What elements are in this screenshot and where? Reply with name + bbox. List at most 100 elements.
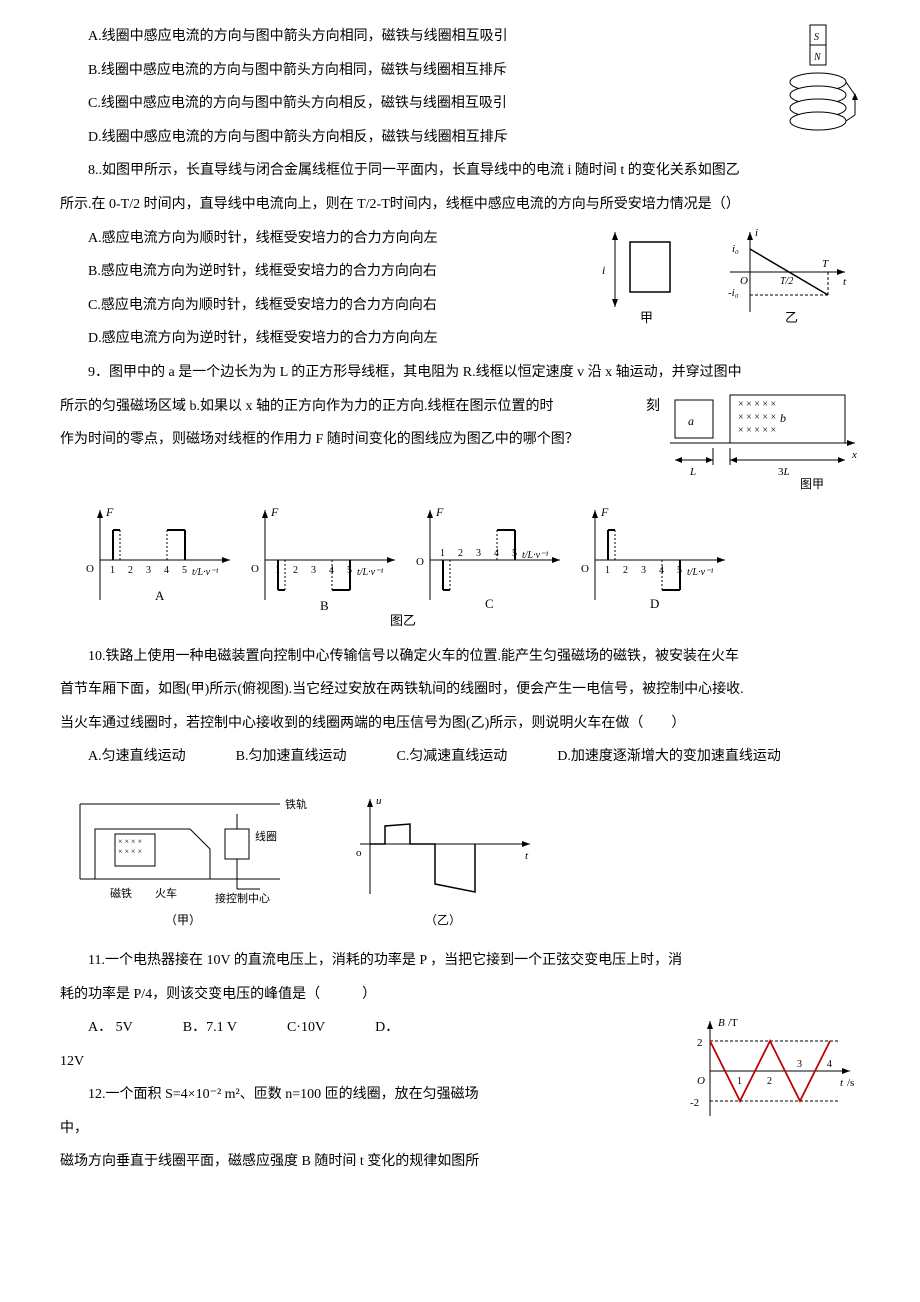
svg-text:O: O: [416, 556, 424, 568]
svg-text:2: 2: [293, 565, 298, 576]
svg-text:铁轨: 铁轨: [285, 797, 307, 811]
svg-text:5: 5: [182, 565, 187, 576]
svg-text:3L: 3L: [778, 466, 790, 478]
svg-text:-i₀: -i₀: [728, 287, 739, 299]
svg-text:× × × × ×: × × × × ×: [738, 399, 776, 410]
svg-text:F: F: [600, 505, 609, 519]
svg-text:乙: 乙: [785, 310, 798, 325]
svg-text:接控制中心: 接控制中心: [215, 891, 270, 905]
svg-text:a: a: [688, 414, 694, 428]
svg-text:图乙: 图乙: [390, 613, 416, 628]
q10-optB: B.匀加速直线运动: [236, 740, 347, 774]
q12-stem2: 磁场方向垂直于线圈平面，磁感应强度 B 随时间 t 变化的规律如图所: [60, 1145, 860, 1179]
svg-text:火车: 火车: [155, 886, 177, 900]
q11-optC: C·10V: [287, 1011, 325, 1045]
svg-text:t: t: [840, 1077, 844, 1089]
svg-text:t/L·v⁻¹: t/L·v⁻¹: [522, 550, 548, 561]
svg-text:2: 2: [697, 1037, 703, 1049]
svg-text:T/2: T/2: [780, 276, 793, 287]
q11-optA: A． 5V: [88, 1011, 133, 1045]
svg-text:2: 2: [458, 548, 463, 559]
q12-figure: B/T t/s 2 -2 O 1 2 3 4: [680, 1011, 860, 1131]
svg-text:4: 4: [329, 565, 334, 576]
svg-text:2: 2: [767, 1076, 772, 1087]
svg-text:3: 3: [311, 565, 316, 576]
svg-text:3: 3: [641, 565, 646, 576]
svg-text:D: D: [650, 596, 659, 611]
svg-text:t: t: [843, 276, 847, 288]
q9-figure-top: a × × × × × × × × × × × × × × × b x L 3L…: [670, 390, 860, 490]
svg-text:O: O: [581, 563, 589, 575]
svg-text:x: x: [851, 449, 857, 461]
svg-text:线圈: 线圈: [255, 829, 277, 843]
svg-text:o: o: [356, 847, 362, 859]
svg-text:（乙）: （乙）: [425, 913, 461, 927]
q7-figure: S N: [770, 20, 860, 150]
svg-text:磁铁: 磁铁: [110, 887, 132, 900]
svg-text:B: B: [718, 1017, 725, 1029]
svg-text:× × × × ×: × × × × ×: [738, 425, 776, 436]
q11-stem1: 11.一个电热器接在 10V 的直流电压上，消耗的功率是 P ，当把它接到一个正…: [60, 944, 860, 978]
svg-text:L: L: [689, 466, 696, 478]
svg-text:2: 2: [128, 565, 133, 576]
q10-stem1: 10.铁路上使用一种电磁装置向控制中心传输信号以确定火车的位置.能产生匀强磁场的…: [60, 640, 860, 674]
q8-stem1: 8..如图甲所示，长直导线与闭合金属线框位于同一平面内，长直导线中的电流 i 随…: [60, 154, 860, 188]
q10-options: A.匀速直线运动 B.匀加速直线运动 C.匀减速直线运动 D.加速度逐渐增大的变…: [60, 740, 860, 774]
q11-optB: B．7.1 V: [183, 1011, 237, 1045]
svg-text:i: i: [755, 227, 758, 239]
svg-text:× × × × ×: × × × × ×: [738, 412, 776, 423]
svg-text:1: 1: [737, 1076, 742, 1087]
svg-text:/s: /s: [847, 1077, 854, 1089]
svg-text:i: i: [602, 263, 605, 277]
svg-text:O: O: [86, 563, 94, 575]
svg-text:× × × ×: × × × ×: [118, 837, 142, 846]
q10-optA: A.匀速直线运动: [88, 740, 186, 774]
q11-stem2: 耗的功率是 P/4，则该交变电压的峰值是（ ）: [60, 978, 860, 1012]
svg-text:4: 4: [827, 1059, 832, 1070]
q8-stem2: 所示.在 0-T/2 时间内，直导线中电流向上，则在 T/2-T时间内，线框中感…: [60, 188, 860, 222]
svg-text:甲: 甲: [640, 310, 653, 325]
svg-text:b: b: [780, 411, 786, 425]
svg-text:× × × ×: × × × ×: [118, 847, 142, 856]
q7-optC: C.线圈中感应电流的方向与图中箭头方向相反，磁铁与线圈相互吸引: [60, 87, 860, 121]
svg-text:u: u: [376, 795, 382, 807]
svg-text:3: 3: [797, 1059, 802, 1070]
svg-text:T: T: [822, 258, 829, 270]
q10-stem3: 当火车通过线圈时，若控制中心接收到的线圈两端的电压信号为图(乙)所示，则说明火车…: [60, 707, 860, 741]
svg-text:t: t: [525, 850, 529, 862]
svg-text:3: 3: [146, 565, 151, 576]
svg-text:F: F: [435, 505, 444, 519]
q10-optC: C.匀减速直线运动: [396, 740, 507, 774]
svg-text:2: 2: [623, 565, 628, 576]
q7-optB: B.线圈中感应电流的方向与图中箭头方向相同，磁铁与线圈相互排斥: [60, 54, 860, 88]
svg-text:O: O: [251, 563, 259, 575]
q9-stem1: 9．图甲中的 a 是一个边长为为 L 的正方形导线框，其电阻为 R.线框以恒定速…: [60, 356, 860, 390]
svg-text:S: S: [814, 32, 819, 43]
svg-text:i₀: i₀: [732, 243, 739, 255]
svg-text:-2: -2: [690, 1097, 699, 1109]
svg-text:t/L·v⁻¹: t/L·v⁻¹: [192, 567, 218, 578]
svg-text:1: 1: [440, 548, 445, 559]
svg-text:4: 4: [659, 565, 664, 576]
q11-optD: D．: [375, 1011, 399, 1045]
svg-text:（甲）: （甲）: [165, 913, 201, 927]
svg-text:F: F: [105, 505, 114, 519]
svg-text:O: O: [697, 1075, 705, 1087]
svg-text:图甲: 图甲: [800, 477, 824, 490]
svg-text:t/L·v⁻¹: t/L·v⁻¹: [687, 567, 713, 578]
svg-text:C: C: [485, 596, 494, 611]
svg-text:4: 4: [494, 548, 499, 559]
svg-text:/T: /T: [728, 1017, 738, 1029]
svg-text:N: N: [813, 52, 822, 63]
svg-text:1: 1: [110, 565, 115, 576]
q7-optA: A.线圈中感应电流的方向与图中箭头方向相同，磁铁与线圈相互吸引: [60, 20, 860, 54]
q8-figure: i 甲 i t i₀ -i₀ O T/2 T 乙: [600, 222, 860, 332]
q10-optD: D.加速度逐渐增大的变加速直线运动: [557, 740, 781, 774]
svg-text:A: A: [155, 588, 165, 603]
q9-graphs: F O 12345 t/L·v⁻¹ A F O 12345 t/L·v⁻¹: [60, 500, 860, 630]
svg-text:O: O: [740, 275, 748, 287]
svg-text:t/L·v⁻¹: t/L·v⁻¹: [357, 567, 383, 578]
svg-text:4: 4: [164, 565, 169, 576]
svg-text:B: B: [320, 598, 329, 613]
q10-figure: 铁轨 × × × × × × × × 磁铁 火车 线圈 接控制中心 （甲） u …: [60, 784, 860, 934]
